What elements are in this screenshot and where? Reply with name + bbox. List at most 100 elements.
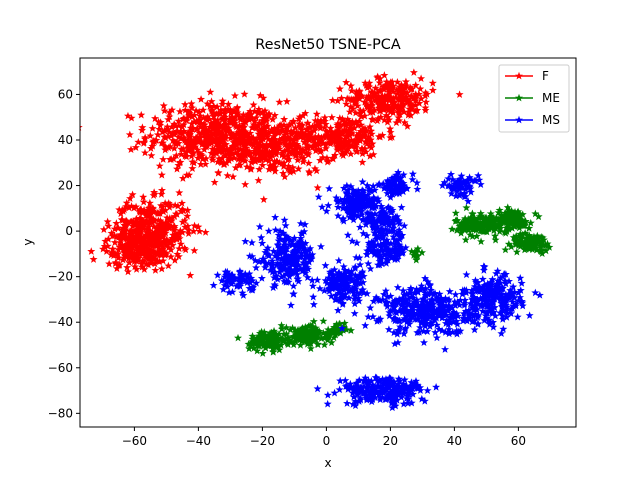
point-ms	[417, 281, 426, 290]
point-ms	[405, 320, 414, 328]
point-f	[229, 138, 238, 146]
point-f	[386, 83, 395, 92]
point-me	[308, 323, 317, 331]
point-f	[177, 150, 186, 158]
point-ms	[308, 276, 317, 284]
point-f	[237, 135, 246, 143]
point-f	[402, 92, 411, 101]
point-ms	[508, 297, 517, 306]
point-ms	[344, 282, 353, 290]
point-ms	[391, 397, 400, 405]
point-me	[284, 340, 293, 348]
point-f	[170, 144, 179, 152]
point-f	[164, 143, 173, 152]
point-ms	[257, 233, 266, 242]
point-ms	[377, 246, 386, 254]
point-ms	[245, 269, 254, 278]
point-f	[159, 207, 168, 216]
point-ms	[355, 270, 364, 279]
point-f	[195, 111, 204, 120]
point-f	[234, 155, 243, 163]
point-ms	[493, 276, 502, 285]
point-f	[334, 123, 343, 131]
point-f	[178, 174, 187, 182]
point-ms	[290, 249, 299, 257]
point-ms	[402, 289, 411, 298]
point-ms	[517, 297, 526, 305]
point-f	[303, 124, 312, 133]
point-ms	[365, 184, 374, 193]
point-f	[375, 78, 384, 87]
point-f	[173, 127, 182, 135]
point-ms	[359, 389, 368, 398]
point-f	[188, 143, 197, 151]
point-f	[248, 139, 257, 148]
point-ms	[344, 186, 353, 194]
point-f	[362, 99, 371, 108]
point-f	[292, 129, 301, 138]
point-f	[149, 191, 158, 199]
point-ms	[338, 324, 347, 332]
y-tick-label: −20	[48, 270, 73, 284]
point-me	[269, 347, 278, 356]
point-f	[278, 134, 287, 142]
point-f	[203, 99, 212, 108]
point-me	[263, 332, 272, 341]
point-ms	[226, 277, 235, 286]
point-ms	[471, 297, 480, 306]
point-ms	[376, 253, 385, 262]
point-f	[267, 127, 276, 136]
point-ms	[289, 281, 298, 290]
point-ms	[375, 387, 384, 396]
point-f	[134, 236, 143, 244]
point-ms	[499, 307, 508, 315]
point-f	[374, 92, 383, 101]
point-ms	[400, 329, 409, 338]
point-f	[317, 146, 326, 155]
point-f	[229, 172, 238, 181]
point-f	[219, 140, 228, 148]
point-f	[249, 100, 258, 109]
point-f	[275, 158, 284, 167]
point-ms	[491, 311, 500, 320]
point-ms	[422, 302, 431, 310]
point-f	[397, 88, 406, 97]
point-ms	[351, 397, 360, 405]
point-ms	[444, 325, 453, 333]
point-me	[472, 219, 481, 228]
point-f	[240, 90, 249, 98]
point-f	[373, 88, 382, 97]
point-f	[184, 225, 193, 234]
point-ms	[295, 243, 304, 252]
point-f	[130, 249, 139, 257]
point-ms	[230, 273, 239, 282]
point-ms	[299, 244, 308, 253]
point-f	[342, 119, 351, 127]
point-ms	[449, 311, 458, 319]
point-f	[403, 122, 412, 130]
point-me	[319, 329, 328, 337]
point-me	[313, 340, 322, 349]
point-f	[265, 156, 274, 165]
point-f	[321, 120, 330, 128]
point-f	[289, 141, 298, 149]
point-f	[244, 109, 253, 118]
point-f	[170, 225, 179, 234]
point-f	[298, 147, 307, 155]
point-ms	[347, 198, 356, 206]
point-ms	[365, 210, 374, 219]
point-ms	[485, 320, 494, 328]
point-f	[184, 143, 192, 152]
point-ms	[286, 301, 295, 309]
point-me	[300, 333, 309, 342]
point-ms	[264, 226, 273, 235]
point-f	[174, 252, 183, 261]
point-ms	[470, 294, 479, 303]
point-f	[146, 144, 155, 152]
point-ms	[369, 223, 378, 231]
point-ms	[344, 208, 353, 216]
point-f	[215, 154, 224, 163]
point-ms	[344, 267, 353, 275]
point-me	[255, 331, 264, 340]
point-ms	[220, 281, 229, 289]
